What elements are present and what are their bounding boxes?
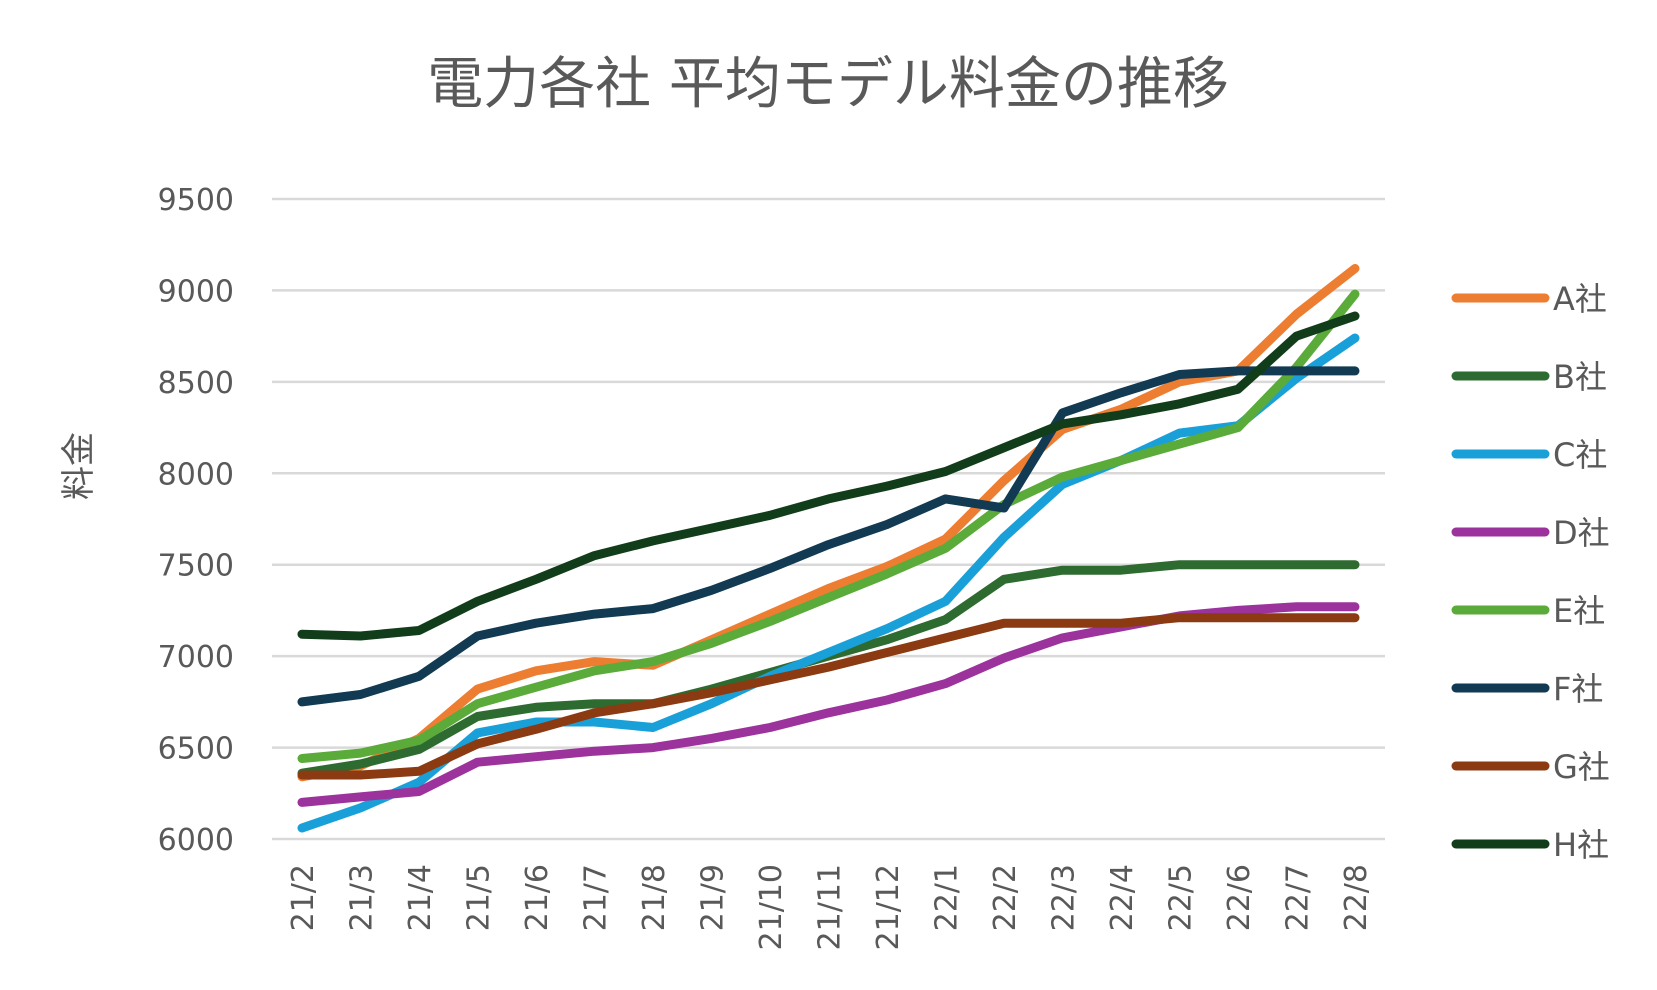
legend-label: A社 (1553, 280, 1607, 318)
legend-item: C社 (1451, 436, 1607, 474)
legend-label: D社 (1553, 514, 1610, 552)
x-tick-label: 22/3 (1047, 864, 1082, 931)
y-tick-label: 7500 (158, 549, 234, 584)
y-axis-ticks: 9500 9000 8500 8000 7500 7000 6500 6000 (158, 183, 234, 858)
series-line-6 (297, 366, 1360, 707)
series-lines (297, 264, 1360, 833)
legend-label: C社 (1553, 436, 1607, 474)
y-tick-label: 6500 (158, 732, 234, 767)
legend-label: E社 (1553, 592, 1605, 630)
x-tick-label: 21/9 (696, 864, 731, 931)
x-tick-label: 21/8 (637, 864, 672, 931)
x-tick-label: 21/12 (871, 864, 906, 950)
legend-label: F社 (1553, 670, 1603, 708)
legend-label: H社 (1553, 826, 1609, 864)
y-tick-label: 6000 (158, 823, 234, 858)
legend-label: B社 (1553, 358, 1607, 396)
legend-item: E社 (1451, 592, 1605, 630)
x-tick-label: 21/3 (345, 864, 380, 931)
chart-title: 電力各社 平均モデル料金の推移 (427, 52, 1229, 117)
x-tick-label: 22/6 (1222, 864, 1257, 931)
y-tick-label: 8000 (158, 457, 234, 492)
legend-item: G社 (1451, 748, 1610, 786)
series-line-8 (297, 311, 1360, 641)
legend: A社 B社 C社 D社 E社 F社 G社 H社 (1451, 280, 1610, 864)
legend-item: H社 (1451, 826, 1609, 864)
x-tick-label: 22/4 (1105, 864, 1140, 931)
legend-item: F社 (1451, 670, 1603, 708)
x-tick-label: 21/11 (813, 864, 848, 950)
y-tick-label: 9500 (158, 183, 234, 218)
y-tick-label: 8500 (158, 366, 234, 401)
legend-item: B社 (1451, 358, 1607, 396)
x-tick-label: 21/10 (754, 864, 789, 950)
x-tick-label: 22/5 (1164, 864, 1199, 931)
series-line-5 (297, 289, 1360, 763)
legend-label: G社 (1553, 748, 1610, 786)
x-tick-label: 22/8 (1339, 864, 1374, 931)
x-axis-ticks: 21/2 21/3 21/4 21/5 21/6 21/7 21/8 21/9 21/10 21/… (286, 864, 1374, 950)
series-line-7 (297, 613, 1360, 780)
x-tick-label: 21/7 (579, 864, 614, 931)
series-line-3 (297, 333, 1360, 833)
y-tick-label: 7000 (158, 640, 234, 675)
x-tick-label: 21/2 (286, 864, 321, 931)
series-line-1 (297, 264, 1360, 782)
x-tick-label: 22/7 (1281, 864, 1316, 931)
y-tick-label: 9000 (158, 274, 234, 309)
x-tick-label: 21/6 (520, 864, 555, 931)
legend-item: D社 (1451, 514, 1610, 552)
x-tick-label: 22/1 (930, 864, 965, 931)
x-tick-label: 22/2 (988, 864, 1023, 931)
y-axis-label: 料金 (59, 432, 99, 500)
x-tick-label: 21/5 (462, 864, 497, 931)
x-tick-label: 21/4 (403, 864, 438, 931)
legend-item: A社 (1451, 280, 1607, 318)
